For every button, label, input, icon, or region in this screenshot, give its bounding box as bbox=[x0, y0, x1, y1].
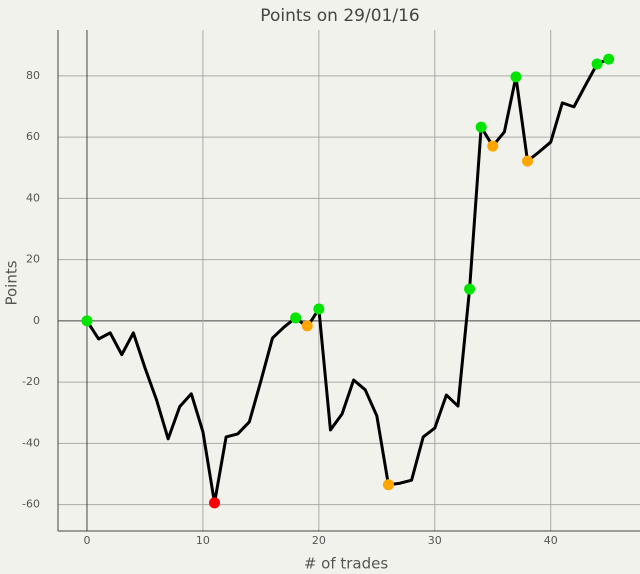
marker bbox=[475, 121, 487, 133]
marker bbox=[81, 315, 93, 327]
x-tick-label: 20 bbox=[312, 534, 326, 547]
marker bbox=[487, 140, 499, 152]
line bbox=[85, 57, 610, 505]
marker bbox=[290, 312, 302, 324]
marker bbox=[382, 479, 394, 491]
marker bbox=[209, 497, 221, 509]
y-tick-label: 80 bbox=[26, 69, 40, 82]
marker bbox=[464, 283, 476, 295]
y-tick-label: 20 bbox=[26, 253, 40, 266]
x-tick-label: 30 bbox=[428, 534, 442, 547]
y-tick-label: 60 bbox=[26, 130, 40, 143]
chart-title: Points on 29/01/16 bbox=[260, 6, 419, 26]
marker bbox=[603, 53, 615, 65]
x-tick-label: 0 bbox=[83, 534, 90, 547]
marker bbox=[510, 71, 522, 83]
y-tick-label: -60 bbox=[22, 498, 40, 511]
x-tick-label: 40 bbox=[544, 534, 558, 547]
marker bbox=[301, 320, 313, 332]
marker bbox=[313, 303, 325, 315]
x-axis-label: # of trades bbox=[304, 555, 389, 573]
y-tick-label: -20 bbox=[22, 375, 40, 388]
marker bbox=[591, 58, 603, 70]
marker bbox=[522, 155, 534, 167]
y-tick-label: 40 bbox=[26, 191, 40, 204]
y-tick-label: -40 bbox=[22, 436, 40, 449]
x-tick-label: 10 bbox=[196, 534, 210, 547]
y-tick-label: 0 bbox=[33, 314, 40, 327]
y-axis-label: Points bbox=[3, 260, 21, 305]
